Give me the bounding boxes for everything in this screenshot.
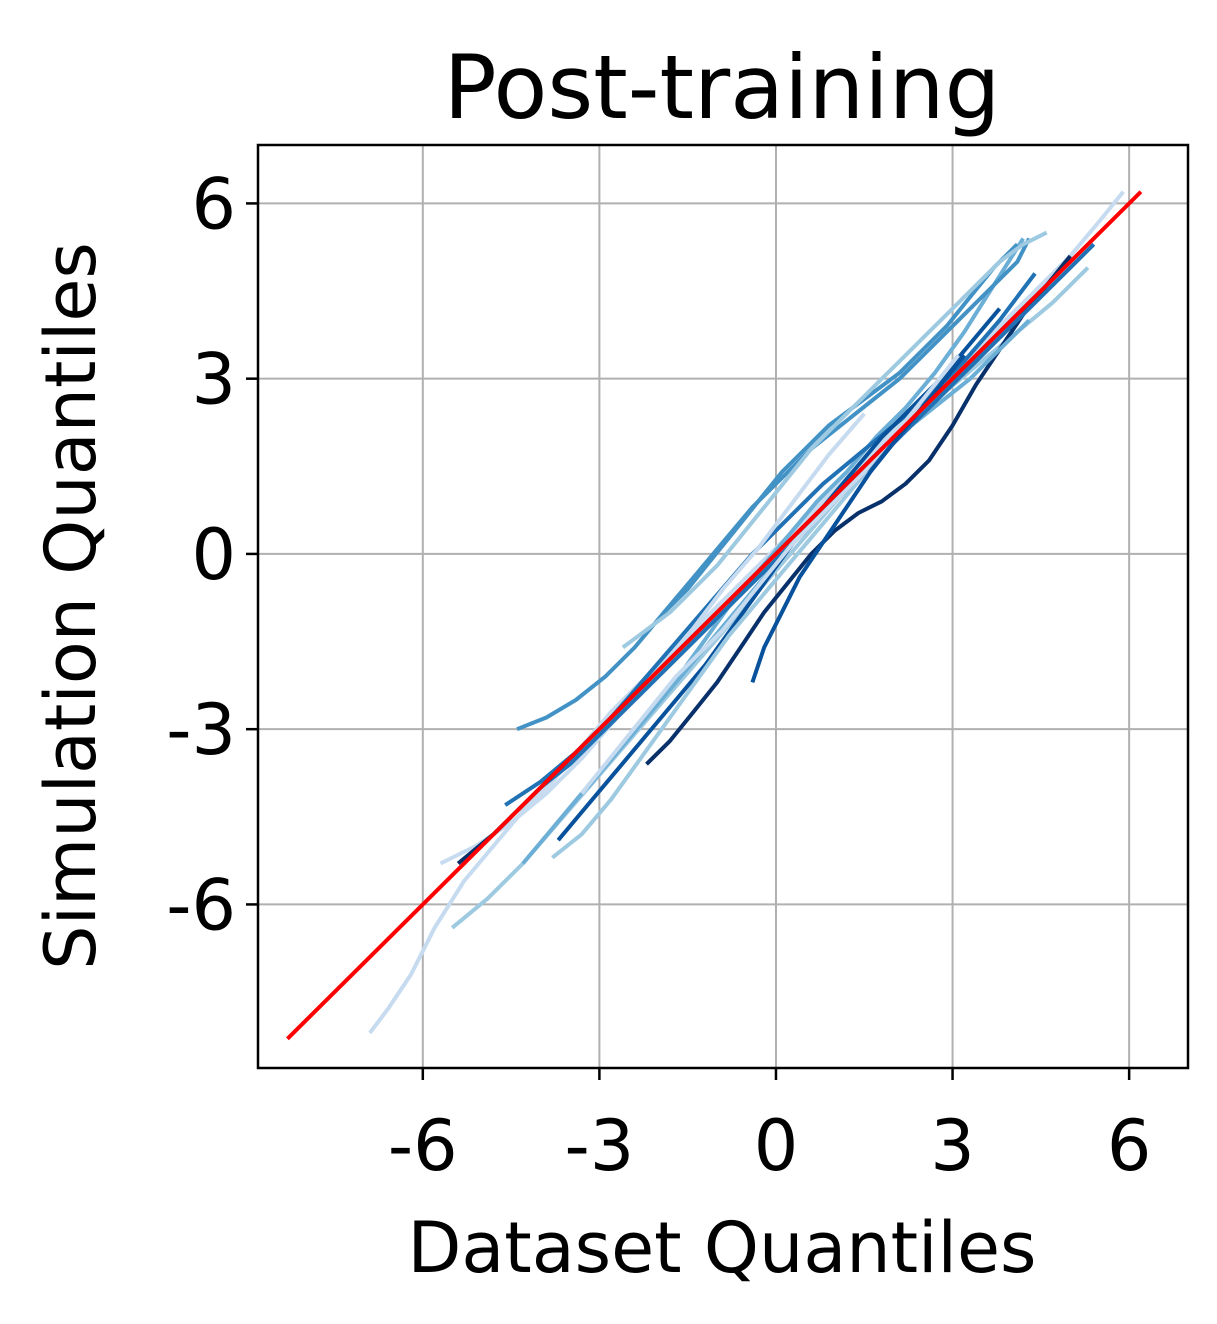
series-line-10 [586, 318, 1031, 789]
y-tick-label: -6 [166, 864, 236, 946]
x-axis-ticks: -6 -3 0 3 6 [388, 1068, 1152, 1187]
series-line-1 [368, 190, 1125, 1035]
x-tick-label: -6 [388, 1105, 458, 1187]
series-line-2 [450, 266, 1090, 930]
x-tick-label: 6 [1107, 1105, 1152, 1187]
series-line-9 [551, 336, 996, 860]
y-axis-ticks: -6 -3 0 3 6 [166, 163, 258, 946]
series-line-8 [439, 412, 866, 866]
series-layer [368, 190, 1125, 1035]
series-line-5 [504, 272, 1037, 807]
y-tick-label: 0 [191, 514, 236, 596]
grid-lines [258, 145, 1188, 1068]
reference-line [286, 190, 1143, 1041]
x-axis-title: Dataset Quantiles [408, 1207, 1037, 1289]
x-tick-label: 3 [930, 1105, 975, 1187]
reference-layer [286, 190, 1143, 1041]
x-tick-label: 0 [754, 1105, 799, 1187]
x-tick-label: -3 [564, 1105, 634, 1187]
series-line-16 [621, 230, 1048, 650]
series-line-4 [516, 237, 1031, 732]
chart-title: Post-training [444, 36, 1001, 139]
y-tick-label: 3 [191, 339, 236, 421]
plot-frame [256, 143, 1190, 1070]
series-line-11 [662, 242, 1019, 614]
y-tick-label: -3 [166, 689, 236, 771]
y-axis-title: Simulation Quantiles [30, 242, 112, 970]
y-tick-label: 6 [191, 163, 236, 245]
